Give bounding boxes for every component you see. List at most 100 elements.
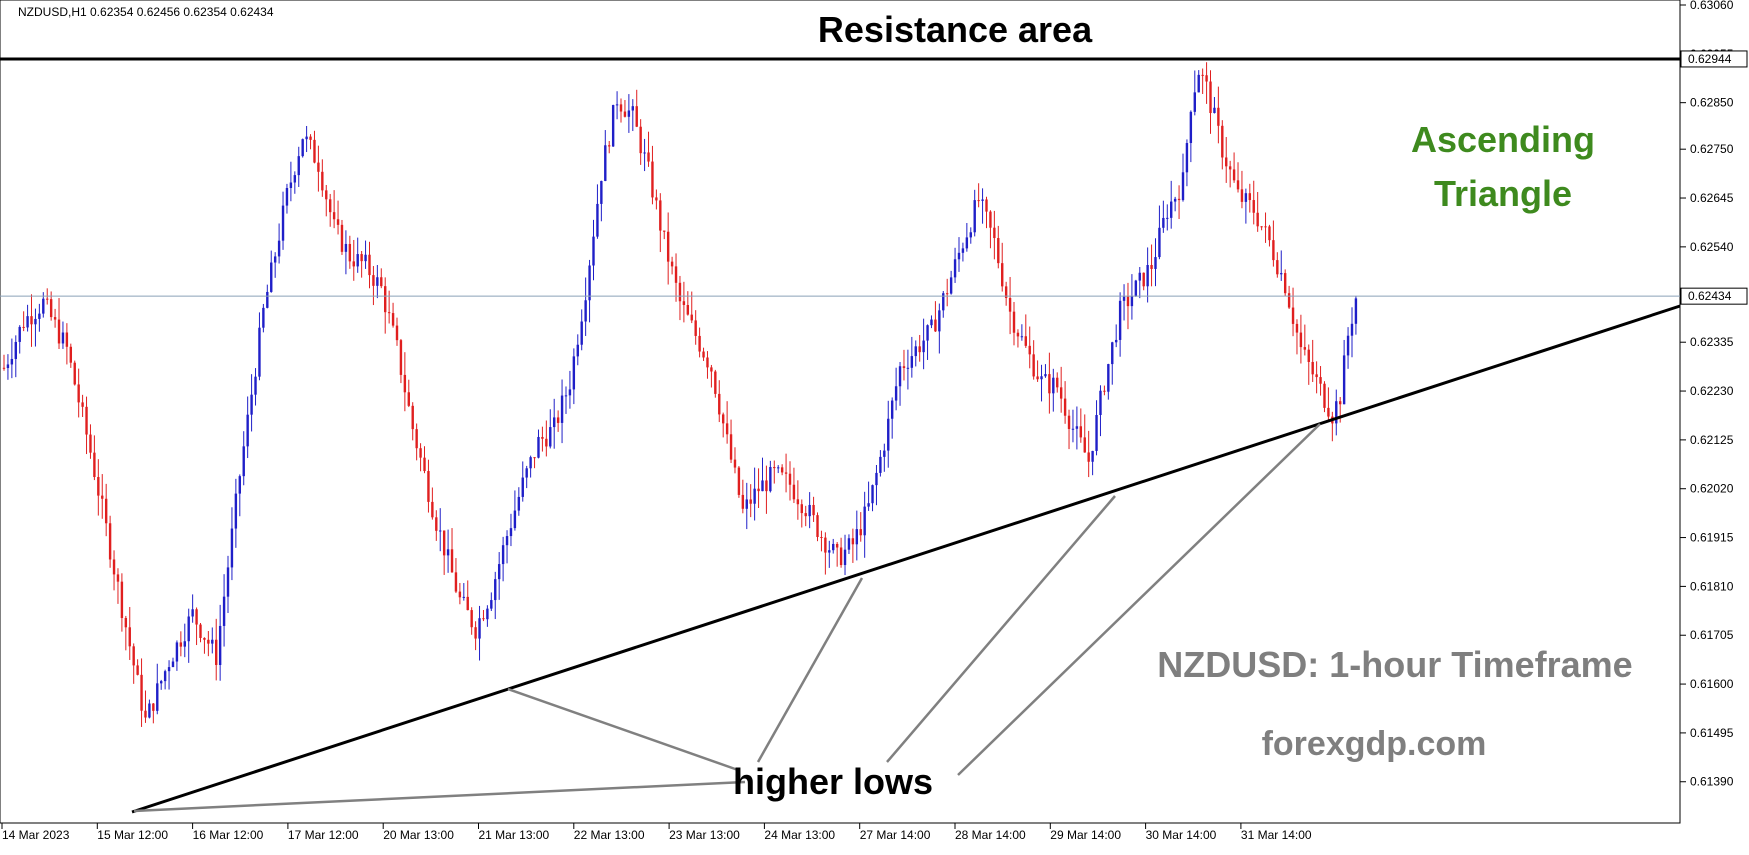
candle-body [1299, 332, 1303, 348]
trend-lines [0, 57, 1681, 814]
candle-body [997, 238, 1000, 264]
candle-body [1091, 450, 1094, 462]
candle-body [718, 393, 721, 415]
candle-body [53, 317, 57, 320]
candle-body [238, 476, 241, 494]
candle-body [120, 581, 124, 619]
candle-body [1134, 280, 1138, 297]
candle-body [1059, 387, 1063, 399]
candle-body [737, 467, 741, 495]
candle-body [57, 319, 61, 344]
candle-body [140, 674, 143, 711]
candle-body [234, 493, 238, 529]
candle-body [439, 530, 442, 532]
candle-body [222, 596, 226, 626]
candle-body [949, 277, 953, 294]
candle-body [352, 261, 355, 267]
candle-body [800, 504, 803, 514]
candle-body [942, 293, 945, 311]
candle-body [2, 367, 6, 369]
candle-body [203, 637, 206, 640]
candle-body [1228, 166, 1232, 170]
candle-body [977, 200, 980, 202]
candle-body [1122, 296, 1126, 301]
candle-body [1193, 92, 1196, 112]
candle-body [777, 467, 780, 469]
candle-body [757, 488, 760, 492]
candle-body [627, 110, 631, 117]
candle-body [517, 496, 521, 511]
x-tick-label: 28 Mar 14:00 [955, 828, 1026, 842]
chart-title: Resistance area [818, 9, 1093, 50]
candle-body [682, 301, 686, 305]
candle-body [89, 434, 92, 453]
candle-body [97, 477, 100, 496]
candle-body [1146, 264, 1149, 287]
x-tick-label: 20 Mar 13:00 [383, 828, 454, 842]
candle-body [6, 364, 10, 369]
candle-body [356, 254, 359, 267]
candle-body [890, 400, 894, 419]
candle-body [965, 237, 969, 249]
candle-body [313, 139, 316, 163]
candle-body [435, 517, 438, 531]
candle-body [486, 608, 489, 620]
candle-body [1217, 107, 1220, 126]
candle-body [871, 485, 874, 504]
candle-body [623, 111, 627, 117]
candle-body [765, 480, 768, 492]
x-tick-label: 29 Mar 14:00 [1050, 828, 1121, 842]
candle-body [749, 499, 752, 504]
candle-body [368, 254, 371, 276]
candle-body [207, 639, 210, 644]
candle-body [179, 642, 183, 647]
candle-body [10, 358, 14, 365]
candle-body [918, 346, 921, 353]
x-axis: 14 Mar 2023 15 Mar 12:00 16 Mar 12:00 17 Ma… [1, 823, 1312, 842]
candle-body [635, 106, 638, 127]
candle-body [1256, 212, 1259, 227]
candle-body [651, 161, 654, 198]
candle-body [898, 366, 902, 387]
candle-body [1063, 398, 1067, 416]
candle-body [1173, 198, 1177, 202]
candle-body [729, 434, 733, 460]
candle-body [332, 212, 336, 220]
candle-body [124, 618, 128, 628]
candle-body [1126, 296, 1130, 307]
candle-body [698, 335, 701, 352]
resistance-price-label: 0.62944 [1688, 52, 1732, 66]
candle-body [69, 346, 73, 363]
candle-body [191, 609, 194, 617]
y-tick-label: 0.62020 [1690, 482, 1734, 496]
candle-body [411, 405, 414, 430]
candle-body [580, 321, 583, 345]
candle-body [938, 310, 941, 332]
candles [2, 62, 1358, 727]
candle-body [478, 618, 481, 639]
candle-body [482, 618, 485, 620]
candle-body [254, 376, 257, 395]
candle-body [242, 446, 245, 477]
x-tick-label: 22 Mar 13:00 [574, 828, 645, 842]
candle-body [419, 448, 422, 458]
candle-body [572, 356, 576, 390]
candle-body [529, 457, 532, 469]
candle-body [391, 313, 395, 326]
candle-body [820, 537, 823, 539]
candle-body [796, 499, 800, 505]
candle-body [470, 610, 473, 628]
candle-body [1114, 339, 1118, 343]
candle-body [171, 661, 175, 668]
candle-body [1087, 452, 1090, 462]
candle-body [655, 197, 658, 201]
candle-body [273, 256, 277, 263]
candle-body [1048, 374, 1051, 394]
candle-body [1291, 307, 1295, 324]
candle-body [1264, 226, 1267, 228]
candle-body [167, 667, 171, 672]
candle-body [403, 374, 407, 393]
candle-body [22, 326, 25, 328]
candle-body [1099, 390, 1102, 415]
candle-body [1044, 374, 1047, 377]
